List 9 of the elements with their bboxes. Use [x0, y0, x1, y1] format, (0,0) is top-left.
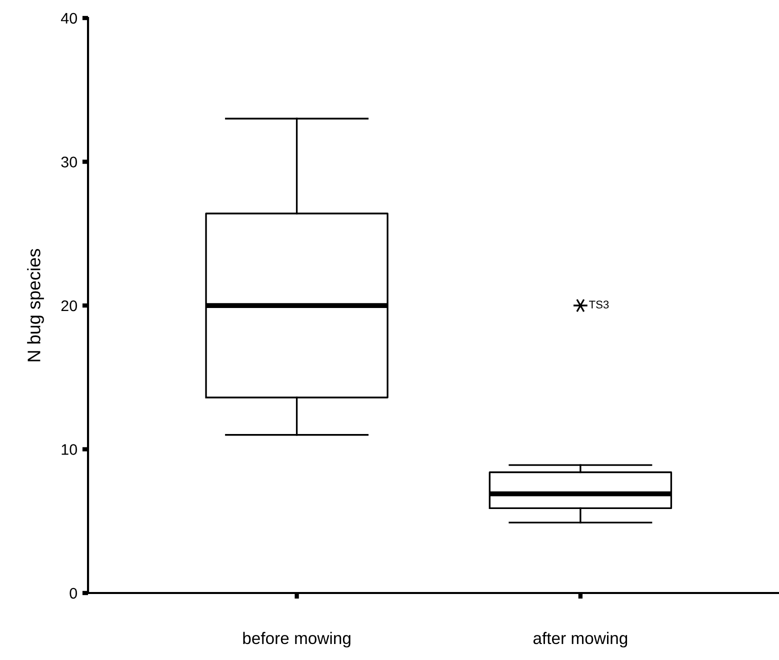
- annotation: TS3: [589, 300, 609, 308]
- y-tick-label: 30: [61, 156, 78, 168]
- x-tick-label: after mowing: [533, 632, 628, 648]
- y-tick-label: 40: [60, 12, 78, 24]
- y-axis-title: N bug species: [27, 248, 44, 362]
- y-tick-label: 10: [62, 444, 78, 455]
- y-tick-label: 20: [61, 300, 78, 312]
- y-tick-label: 0: [70, 588, 78, 599]
- x-tick-label: before mowing: [243, 632, 350, 648]
